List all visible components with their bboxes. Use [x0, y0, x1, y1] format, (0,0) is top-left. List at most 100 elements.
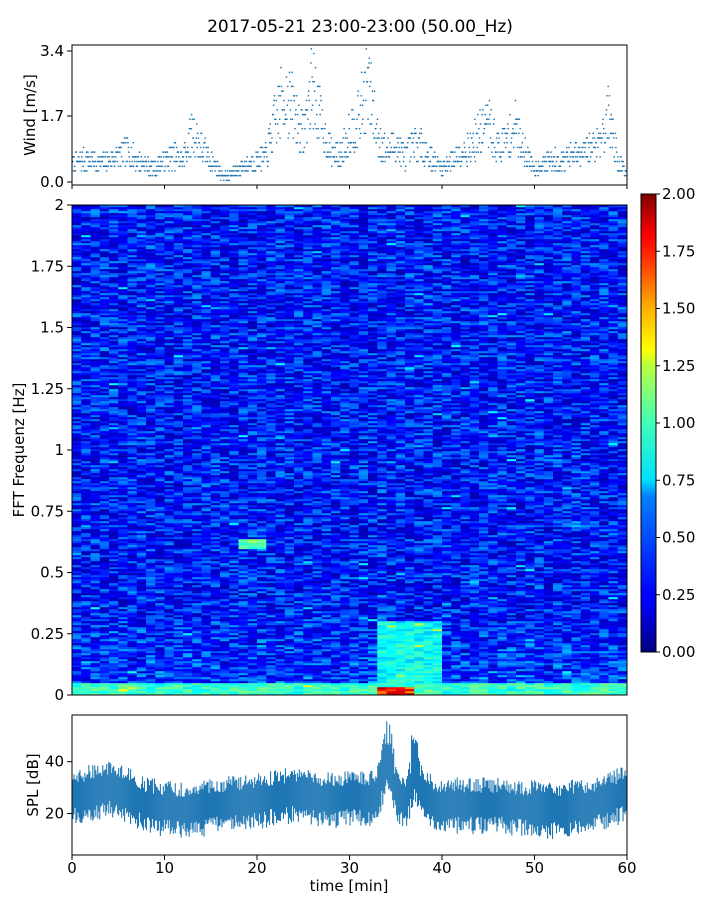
spectrogram-cell — [331, 657, 341, 660]
spectrogram-cell — [442, 613, 452, 616]
spectrogram-cell — [506, 651, 517, 654]
spectrogram-cell — [543, 647, 554, 650]
spectrogram-cell — [90, 675, 101, 678]
spectrogram-cell — [192, 605, 202, 608]
spectrogram-cell — [377, 587, 387, 590]
spectrogram-cell — [155, 599, 165, 602]
spectrogram-cell — [525, 677, 535, 680]
wind-point — [440, 174, 443, 177]
spectrogram-cell — [321, 641, 332, 644]
wind-point — [151, 174, 154, 177]
spectrogram-cell — [386, 601, 397, 604]
spectrogram-cell — [451, 687, 461, 690]
spectrogram-cell — [599, 579, 609, 582]
spectrogram-cell — [442, 657, 452, 660]
spectrogram-cell — [488, 643, 498, 646]
spectrogram-cell — [109, 599, 119, 602]
spectrogram-cell — [432, 585, 443, 588]
spectrogram-cell — [405, 639, 415, 642]
spectrogram-cell — [146, 663, 156, 666]
spectrogram-cell — [257, 665, 267, 668]
spectrogram-cell — [460, 593, 471, 596]
spectrogram-cell — [349, 671, 360, 674]
spectrogram-cell — [155, 691, 165, 694]
wind-point — [396, 137, 398, 139]
spectrogram-cell — [294, 671, 304, 674]
spectrogram-cell — [201, 643, 212, 646]
spectrogram-cell — [331, 589, 341, 592]
spectrogram-cell — [469, 645, 480, 648]
wind-point — [317, 85, 320, 88]
spectrogram-cell — [81, 577, 91, 580]
spectrogram-cell — [303, 685, 313, 688]
spectrogram-cell — [284, 625, 295, 628]
wind-point — [199, 155, 202, 158]
spectrogram-cell — [229, 605, 239, 608]
spectrogram-cell — [377, 639, 387, 642]
spectrogram-cell — [479, 583, 489, 586]
spectrogram-cell — [81, 589, 91, 592]
spectrogram-cell — [340, 589, 350, 592]
wind-point — [590, 151, 592, 153]
spectrogram-cell — [303, 691, 313, 694]
wind-point — [245, 165, 247, 168]
spectrogram-cell — [358, 649, 369, 652]
spectrogram-cell — [516, 631, 526, 634]
wind-point — [196, 146, 199, 149]
spectrogram-cell — [571, 577, 582, 580]
spectrogram-cell — [368, 593, 378, 596]
spectrogram-cell — [118, 587, 128, 590]
spectrogram-cell — [516, 575, 526, 578]
spectrogram-cell — [340, 587, 350, 590]
spectrogram-cell — [72, 691, 82, 694]
spectrogram-cell — [109, 605, 119, 608]
spectrogram-cell — [173, 639, 184, 642]
spectrogram-cell — [192, 601, 202, 604]
spectrogram-cell — [220, 607, 230, 610]
spectrogram-cell — [90, 649, 101, 652]
spectrogram-cell — [506, 611, 517, 614]
wind-point — [330, 137, 333, 139]
spectrogram-cell — [349, 625, 360, 628]
spectrogram-cell — [469, 661, 480, 664]
spectrogram-cell — [201, 607, 212, 610]
wind-point — [295, 94, 298, 97]
wind-point — [503, 127, 506, 130]
spectrogram-cell — [442, 651, 452, 654]
spectrogram-cell — [192, 635, 202, 638]
spectrogram-cell — [386, 609, 397, 612]
spectrogram-cell — [358, 577, 369, 580]
spectrogram-cell — [405, 687, 415, 690]
spectrogram-cell — [284, 629, 295, 632]
spectrogram-cell — [599, 617, 609, 620]
wind-point — [442, 160, 445, 163]
spectrogram-cell — [294, 625, 304, 628]
spectrogram-cell — [368, 595, 378, 598]
spectrogram-cell — [395, 627, 406, 630]
spectrogram-cell — [617, 583, 627, 586]
spectrogram-cell — [173, 601, 184, 604]
spectrogram-cell — [534, 687, 545, 690]
spectrogram-cell — [377, 691, 387, 694]
spectrogram-cell — [414, 635, 424, 638]
spectrogram-cell — [543, 597, 554, 600]
spectrogram-cell — [229, 609, 239, 612]
spectrogram-cell — [136, 693, 147, 695]
spectrogram-cell — [183, 617, 193, 620]
spectrogram-cell — [164, 661, 175, 664]
spectrogram-cell — [340, 577, 350, 580]
spectrogram-cell — [377, 635, 387, 638]
spectrogram-cell — [571, 643, 582, 646]
spectrogram-cell — [183, 597, 193, 600]
spectrogram-cell — [442, 627, 452, 630]
spectrogram-cell — [155, 663, 165, 666]
spectrogram-cell — [562, 669, 572, 672]
spectrogram-cell — [562, 643, 572, 646]
spectrogram-cell — [99, 621, 110, 624]
spectrogram-cell — [257, 691, 267, 694]
spectrogram-cell — [349, 629, 360, 632]
spectrogram-cell — [451, 693, 461, 695]
wind-point — [562, 155, 564, 158]
wind-point — [140, 165, 143, 168]
spectrogram-cell — [617, 691, 627, 694]
